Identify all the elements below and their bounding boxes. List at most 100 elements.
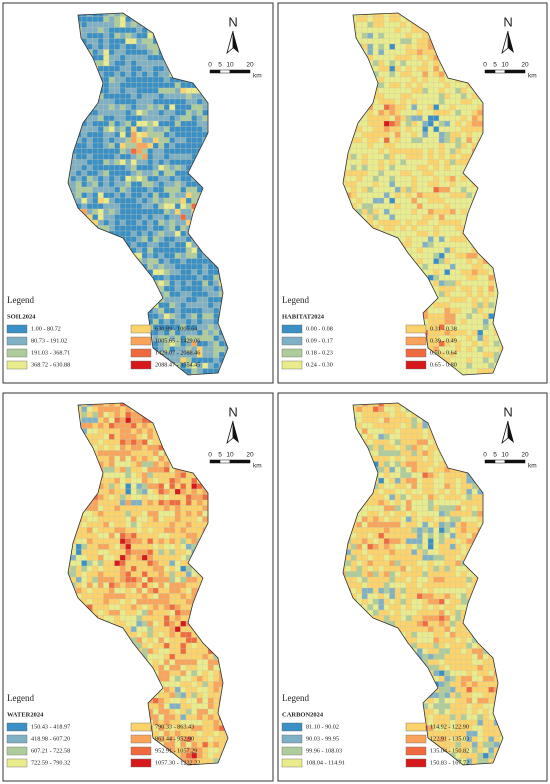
scale-segment: [494, 69, 506, 74]
map-cell: [108, 142, 115, 149]
map-cell: [482, 302, 489, 309]
map-cell: [185, 258, 192, 265]
map-cell: [86, 181, 93, 188]
map-cell: [169, 483, 176, 490]
map-cell: [460, 131, 467, 138]
map-cell: [97, 120, 104, 127]
map-cell: [114, 472, 121, 479]
map-cell: [361, 192, 368, 199]
map-cell: [389, 153, 396, 160]
legend-swatch: [281, 324, 303, 334]
map-cell: [411, 192, 418, 199]
map-cell: [141, 186, 148, 193]
map-cell: [86, 32, 93, 39]
map-cell: [147, 164, 154, 171]
map-cell: [361, 21, 368, 28]
map-cell: [152, 104, 159, 111]
map-cell: [383, 159, 390, 166]
map-cell: [152, 120, 159, 127]
map-cell: [114, 49, 121, 56]
map-cell: [405, 225, 412, 232]
map-cell: [169, 521, 176, 528]
map-cell: [433, 280, 440, 287]
map-cell: [97, 455, 104, 462]
map-cell: [92, 411, 99, 418]
map-cell: [119, 104, 126, 111]
map-cell: [427, 71, 434, 78]
map-cell: [152, 269, 159, 276]
map-cell: [130, 241, 137, 248]
map-cell: [449, 93, 456, 100]
map-cell: [158, 263, 165, 270]
map-cell: [114, 82, 121, 89]
map-cell: [466, 126, 473, 133]
map-cell: [394, 181, 401, 188]
map-cell: [466, 104, 473, 111]
map-cell: [97, 214, 104, 221]
map-cell: [405, 137, 412, 144]
map-cell: [114, 131, 121, 138]
map-cell: [466, 324, 473, 331]
map-cell: [196, 131, 203, 138]
map-cell: [147, 477, 154, 484]
map-cell: [356, 203, 363, 210]
scale-segment: [504, 69, 526, 74]
map-cell: [400, 21, 407, 28]
map-cell: [136, 527, 143, 534]
map-cell: [141, 192, 148, 199]
map-cell: [372, 153, 379, 160]
map-cell: [202, 340, 209, 347]
map-cell: [455, 280, 462, 287]
map-cell: [174, 164, 181, 171]
map-cell: [367, 32, 374, 39]
scale-segment: [219, 69, 231, 74]
map-cell: [444, 192, 451, 199]
map-cell: [383, 87, 390, 94]
map-cell: [141, 181, 148, 188]
map-cell: [449, 153, 456, 160]
map-cell: [477, 263, 484, 270]
map-cell: [130, 131, 137, 138]
map-cell: [438, 318, 445, 325]
legend-layer: SOIL2024: [7, 313, 36, 320]
map-cell: [163, 153, 170, 160]
map-cell: [378, 126, 385, 133]
map-cell: [455, 159, 462, 166]
map-cell: [169, 148, 176, 155]
map-cell: [460, 82, 467, 89]
map-cell: [152, 192, 159, 199]
map-cell: [202, 324, 209, 331]
map-cell: [191, 302, 198, 309]
map-cell: [125, 27, 132, 34]
map-cell: [202, 274, 209, 281]
map-cell: [367, 170, 374, 177]
map-cell: [169, 120, 176, 127]
map-cell: [389, 181, 396, 188]
map-cell: [97, 406, 104, 413]
map-cell: [130, 488, 137, 495]
map-cell: [163, 170, 170, 177]
map-cell: [422, 258, 429, 265]
map-cell: [152, 252, 159, 259]
map-cell: [152, 219, 159, 226]
map-cell: [158, 477, 165, 484]
map-cell: [389, 21, 396, 28]
map-cell: [163, 225, 170, 232]
map-cell: [433, 181, 440, 188]
map-cell: [433, 109, 440, 116]
map-cell: [180, 488, 187, 495]
map-cell: [361, 120, 368, 127]
map-cell: [455, 164, 462, 171]
map-cell: [125, 71, 132, 78]
map-cell: [213, 296, 220, 303]
map-cell: [114, 466, 121, 473]
map-cell: [86, 208, 93, 215]
map-cell: [394, 49, 401, 56]
map-cell: [191, 131, 198, 138]
map-cell: [405, 131, 412, 138]
map-cell: [163, 230, 170, 237]
map-cell: [444, 109, 451, 116]
map-cell: [125, 65, 132, 72]
map-cell: [191, 181, 198, 188]
map-cell: [196, 98, 203, 105]
